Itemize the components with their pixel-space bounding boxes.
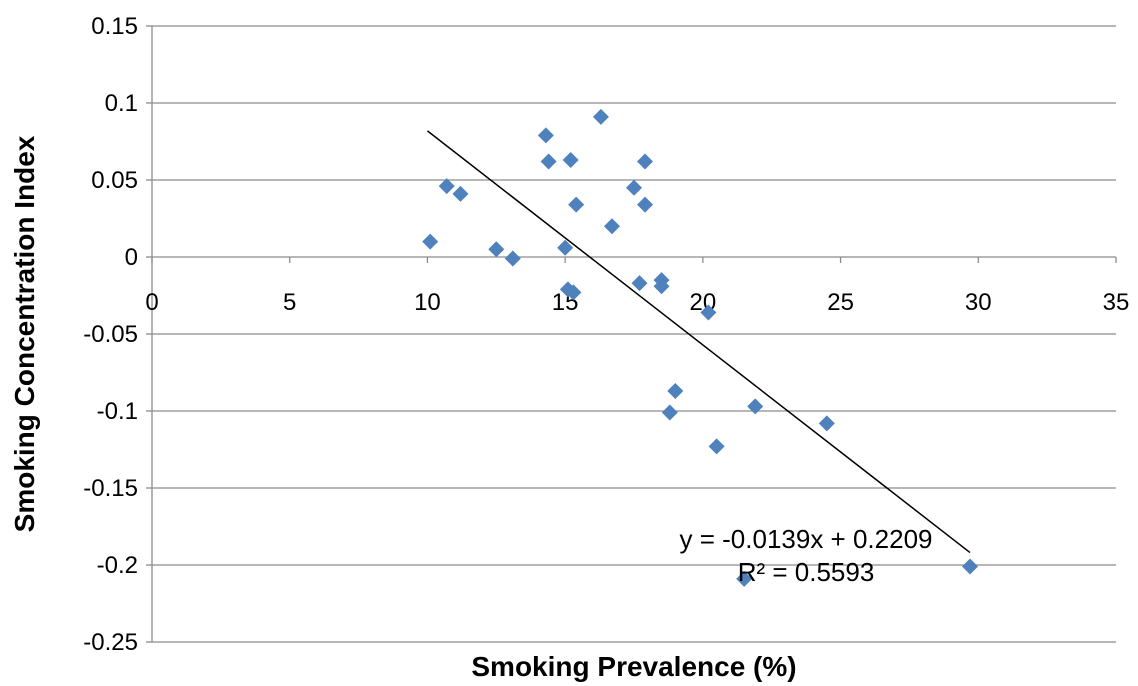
gridlines [152, 25, 1116, 643]
x-tick-label: 0 [145, 289, 158, 316]
y-tick-label: -0.05 [83, 321, 138, 348]
data-point [504, 250, 521, 267]
data-point [700, 304, 717, 321]
data-point [637, 153, 654, 170]
trendline-r-squared: R² = 0.5593 [738, 557, 875, 587]
x-tick-label: 5 [283, 289, 296, 316]
data-point [626, 179, 642, 196]
axes [146, 25, 1117, 643]
data-point [422, 233, 439, 250]
y-axis-title: Smoking Concentration Index [9, 135, 40, 532]
data-point [653, 278, 670, 295]
data-point [592, 108, 609, 125]
data-point [568, 196, 585, 213]
data-point [708, 438, 725, 455]
y-tick-label: -0.15 [83, 475, 138, 502]
data-point [452, 185, 469, 202]
y-tick-label: 0.15 [91, 13, 138, 40]
data-point [488, 241, 505, 258]
data-point [540, 153, 557, 170]
y-tick-label: 0.05 [91, 167, 138, 194]
data-point [661, 404, 678, 421]
data-point [438, 178, 455, 195]
data-point [747, 398, 764, 415]
x-tick-label: 25 [827, 289, 854, 316]
x-tick-label: 10 [414, 289, 441, 316]
data-point [603, 218, 620, 235]
data-point [631, 275, 648, 292]
x-tick-label: 35 [1103, 289, 1130, 316]
trendline [426, 130, 971, 554]
data-point [962, 558, 979, 575]
data-point [736, 570, 753, 587]
data-point [557, 239, 574, 256]
data-point [537, 127, 554, 144]
trendline-group [426, 130, 971, 554]
y-tick-label: -0.25 [83, 629, 138, 656]
data-point [818, 415, 835, 432]
trendline-equation: y = -0.0139x + 0.2209 [680, 524, 933, 554]
y-tick-label: -0.2 [97, 552, 138, 579]
data-point [637, 196, 654, 213]
y-tick-label: 0.1 [105, 90, 138, 117]
data-point [562, 151, 579, 168]
y-tick-label: -0.1 [97, 398, 138, 425]
data-points [422, 108, 979, 587]
y-tick-label: 0 [125, 244, 138, 271]
data-point [667, 382, 684, 399]
data-point [565, 284, 582, 301]
x-axis-title: Smoking Prevalence (%) [471, 651, 796, 682]
x-tick-label: 30 [965, 289, 992, 316]
